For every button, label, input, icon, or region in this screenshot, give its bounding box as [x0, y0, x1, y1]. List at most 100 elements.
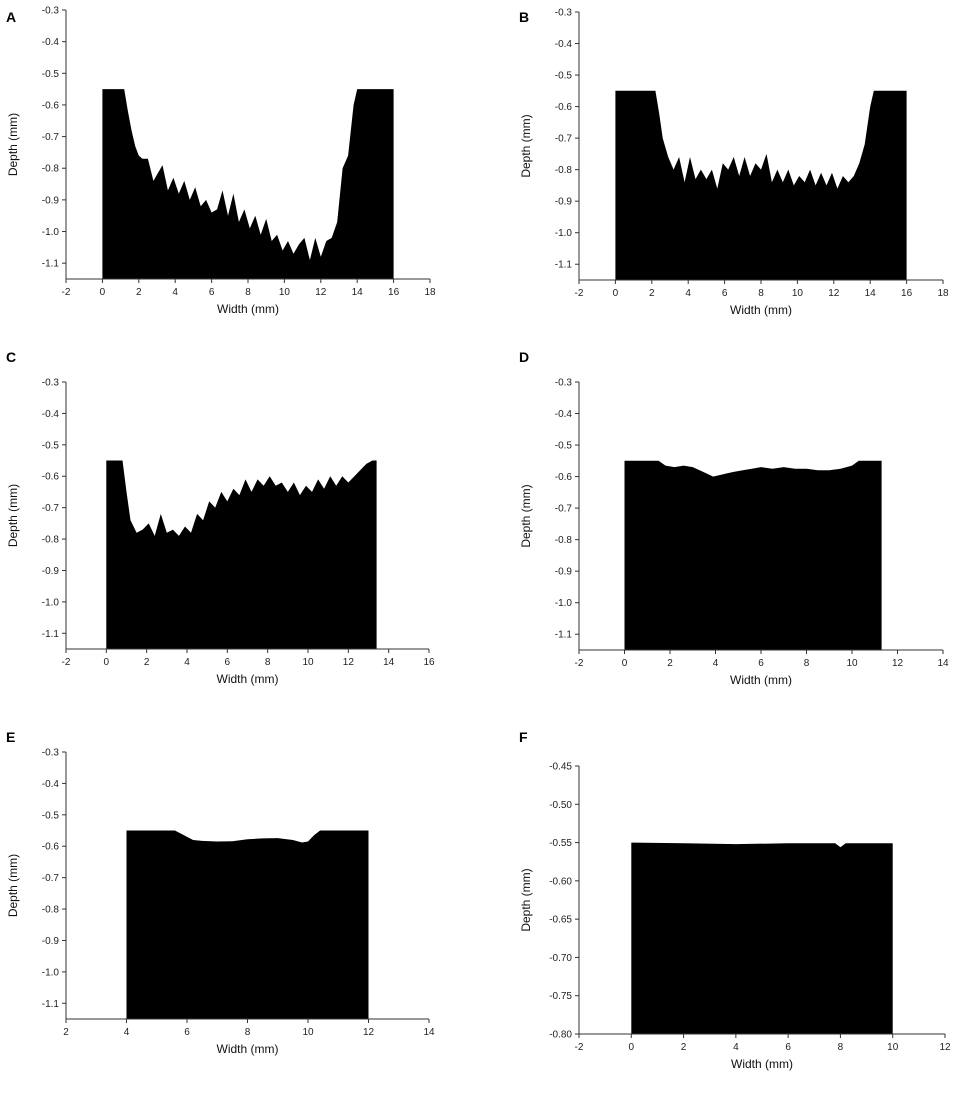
x-axis-title: Width (mm) [217, 672, 279, 686]
x-tick-label: 16 [423, 657, 435, 668]
y-tick-label: -1.1 [42, 259, 60, 270]
panel-c: -0.3 -0.4 -0.5 -0.6 -0.7 -0.8 -0.9 -1.0 -1.1 -2 0 2… [6, 349, 435, 686]
y-tick-label: -0.5 [42, 69, 60, 80]
x-tick-label: 0 [104, 657, 110, 668]
y-tick-label: -0.8 [42, 164, 60, 175]
y-tick-label: -0.6 [42, 100, 60, 111]
panel-letter: C [6, 349, 16, 365]
x-tick-label: 10 [302, 657, 314, 668]
x-tick-label: 6 [209, 287, 215, 298]
depth-profile-area [631, 842, 893, 1034]
x-tick-label: 4 [685, 288, 691, 299]
x-tick-label: 8 [245, 1027, 251, 1038]
y-tick-label: -0.75 [549, 991, 572, 1002]
y-tick-label: -0.3 [555, 8, 573, 19]
panel-letter: B [519, 9, 529, 25]
panel-f: -0.45 -0.50 -0.55 -0.60 -0.65 -0.70 -0.75 -0.80… [519, 729, 951, 1071]
x-tick-label: 6 [722, 288, 728, 299]
x-axis-title: Width (mm) [730, 303, 792, 317]
x-tick-label: -2 [575, 658, 584, 669]
x-tick-label: 10 [846, 658, 858, 669]
x-tick-label: 2 [649, 288, 655, 299]
y-tick-label: -1.0 [555, 598, 573, 609]
y-tick-label: -0.7 [42, 132, 60, 143]
x-tick-label: 4 [184, 657, 190, 668]
y-tick-label: -0.7 [42, 503, 60, 514]
y-tick-label: -1.1 [555, 630, 573, 641]
y-tick-label: -1.0 [555, 228, 573, 239]
x-tick-label: 2 [136, 287, 142, 298]
x-tick-label: 6 [785, 1042, 791, 1053]
y-tick-label: -0.5 [555, 441, 573, 452]
y-tick-label: -0.65 [549, 915, 572, 926]
panel-letter: E [6, 729, 15, 745]
x-tick-label: -2 [62, 287, 71, 298]
y-tick-label: -0.7 [555, 134, 573, 145]
x-tick-label: 16 [388, 287, 400, 298]
y-axis-title: Depth (mm) [519, 484, 533, 547]
y-tick-label: -0.3 [42, 6, 60, 17]
x-tick-label: 14 [865, 288, 877, 299]
y-tick-label: -0.4 [42, 409, 60, 420]
x-tick-label: 12 [343, 657, 355, 668]
y-tick-label: -0.3 [555, 378, 573, 389]
x-tick-label: 10 [792, 288, 804, 299]
x-tick-label: 4 [733, 1042, 739, 1053]
depth-profile-area [102, 89, 394, 279]
y-tick-label: -0.8 [555, 165, 573, 176]
panel-letter: A [6, 9, 16, 25]
y-tick-label: -1.0 [42, 967, 60, 978]
x-tick-label: 8 [245, 287, 251, 298]
y-tick-label: -0.6 [42, 842, 60, 853]
y-tick-label: -0.50 [549, 800, 572, 811]
panel-a: -0.3 -0.4 -0.5 -0.6 -0.7 -0.8 -0.9 -1.0 -1.1 -2 0 2… [6, 6, 436, 317]
x-tick-label: 4 [713, 658, 719, 669]
y-tick-label: -0.9 [42, 195, 60, 206]
y-tick-label: -0.8 [555, 535, 573, 546]
x-tick-label: 4 [172, 287, 178, 298]
x-tick-label: -2 [62, 657, 71, 668]
x-tick-label: 6 [225, 657, 231, 668]
x-tick-label: 8 [838, 1042, 844, 1053]
y-tick-label: -0.9 [42, 566, 60, 577]
panel-e: -0.3 -0.4 -0.5 -0.6 -0.7 -0.8 -0.9 -1.0 -1.1 2 4 6 8… [6, 729, 435, 1056]
x-tick-label: -2 [575, 288, 584, 299]
y-axis-title: Depth (mm) [519, 868, 533, 931]
x-tick-label: 8 [265, 657, 271, 668]
y-axis-title: Depth (mm) [6, 854, 20, 917]
x-tick-label: 16 [901, 288, 913, 299]
y-tick-label: -0.4 [42, 779, 60, 790]
depth-profile-area [615, 90, 907, 280]
y-tick-label: -0.55 [549, 838, 572, 849]
x-tick-label: 8 [758, 288, 764, 299]
y-tick-label: -0.60 [549, 876, 572, 887]
y-tick-label: -0.7 [555, 504, 573, 515]
x-tick-label: 14 [937, 658, 949, 669]
x-axis-title: Width (mm) [217, 1042, 279, 1056]
x-tick-label: 2 [144, 657, 150, 668]
y-tick-label: -0.45 [549, 762, 572, 773]
x-tick-label: 18 [424, 287, 436, 298]
x-tick-label: 6 [758, 658, 764, 669]
x-tick-label: 2 [63, 1027, 69, 1038]
y-tick-label: -0.5 [555, 71, 573, 82]
x-tick-label: 10 [279, 287, 291, 298]
y-tick-label: -0.4 [42, 37, 60, 48]
y-tick-label: -0.8 [42, 905, 60, 916]
x-axis-title: Width (mm) [217, 302, 279, 316]
x-axis-title: Width (mm) [731, 1057, 793, 1071]
y-tick-label: -0.4 [555, 409, 573, 420]
panel-letter: F [519, 729, 528, 745]
y-tick-label: -1.1 [42, 629, 60, 640]
x-tick-label: 4 [124, 1027, 130, 1038]
x-tick-label: 0 [100, 287, 106, 298]
y-tick-label: -1.0 [42, 227, 60, 238]
x-tick-label: 14 [383, 657, 395, 668]
y-tick-label: -0.3 [42, 378, 60, 389]
panel-letter: D [519, 349, 529, 365]
x-tick-label: 6 [184, 1027, 190, 1038]
y-tick-label: -0.70 [549, 953, 572, 964]
y-tick-label: -0.9 [42, 936, 60, 947]
x-tick-label: 14 [352, 287, 364, 298]
